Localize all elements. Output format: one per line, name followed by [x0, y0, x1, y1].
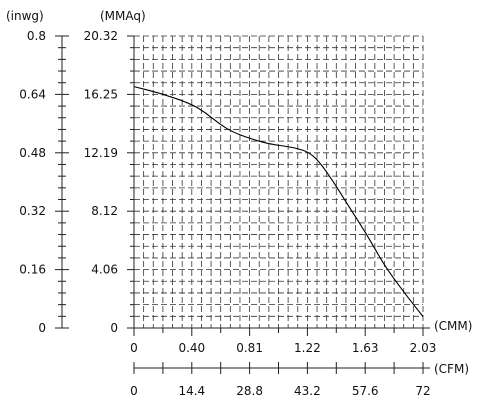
axis-tick-labels: 0 0.16 0.32 0.48 0.64 0.8 0 4.06 8.12 12.19 16.25 2…	[19, 29, 436, 398]
x-cfm-tick-label: 14.4	[178, 384, 205, 398]
y-left-unit-label: (inwg)	[6, 9, 44, 23]
y-inwg-tick-label: 0.48	[19, 146, 46, 160]
x-cfm-tick-label: 72	[415, 384, 430, 398]
y-mmaq-tick-label: 4.06	[91, 263, 118, 277]
x-cmm-tick-label: 1.63	[352, 341, 379, 355]
x-cmm-tick-label: 0.40	[178, 341, 205, 355]
y-inwg-tick-label: 0.64	[19, 87, 46, 101]
series-layer	[133, 86, 424, 317]
x-cfm-tick-label: 57.6	[352, 384, 379, 398]
x-top-unit-label: (CMM)	[434, 319, 472, 333]
axis-ticks	[55, 35, 424, 374]
x-cmm-tick-label: 2.03	[410, 341, 437, 355]
y-inwg-tick-label: 0.8	[27, 29, 46, 43]
y-right-unit-label: (MMAq)	[100, 9, 146, 23]
y-mmaq-tick-label: 16.25	[84, 87, 118, 101]
y-inwg-tick-label: 0.32	[19, 204, 46, 218]
pq-curve-series-line	[133, 86, 424, 317]
x-cfm-tick-label: 0	[130, 384, 138, 398]
x-bottom-unit-label: (CFM)	[434, 362, 469, 376]
x-cmm-tick-label: 1.22	[294, 341, 321, 355]
y-mmaq-tick-label: 20.32	[84, 29, 118, 43]
x-cmm-tick-label: 0	[130, 341, 138, 355]
y-inwg-tick-label: 0.16	[19, 263, 46, 277]
plot-grid	[134, 35, 424, 328]
y-inwg-tick-label: 0	[38, 321, 46, 335]
y-mmaq-tick-label: 8.12	[91, 204, 118, 218]
y-mmaq-tick-label: 12.19	[84, 146, 118, 160]
y-mmaq-tick-label: 0	[110, 321, 118, 335]
x-cmm-tick-label: 0.81	[236, 341, 263, 355]
x-cfm-tick-label: 28.8	[236, 384, 263, 398]
x-cfm-tick-label: 43.2	[294, 384, 321, 398]
plot-axes	[61, 36, 430, 369]
